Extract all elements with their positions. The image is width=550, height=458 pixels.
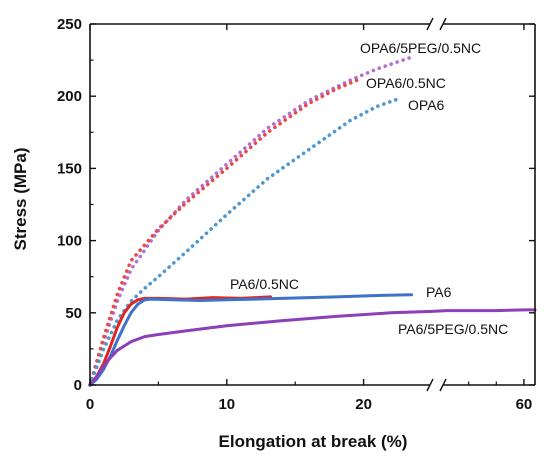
x-axis-title: Elongation at break (%) (219, 432, 408, 451)
series-layer (88, 55, 537, 387)
axes-layer: 0 50 100 150 200 250 0 10 20 60 (57, 16, 536, 413)
series-labels: OPA6/5PEG/0.5NC OPA6/0.5NC OPA6 PA6/0.5NC PA… (230, 40, 508, 337)
series-label-opa6-0-5nc: OPA6/0.5NC (366, 75, 446, 91)
y-tick-label: 200 (57, 88, 82, 105)
x-tick-label: 20 (355, 396, 372, 413)
series-line-opa6-5peg-0-5nc (88, 55, 414, 387)
y-tick-label: 150 (57, 160, 82, 177)
y-tick-label: 0 (74, 377, 82, 394)
frame-break-mark (426, 17, 434, 31)
series-label-pa6-0-5nc: PA6/0.5NC (230, 276, 299, 292)
series-label-opa6: OPA6 (408, 97, 445, 113)
series-label-pa6-5peg-0-5nc: PA6/5PEG/0.5NC (398, 321, 508, 337)
y-axis-title: Stress (MPa) (11, 148, 30, 251)
x-tick-label: 60 (516, 396, 533, 413)
series-line-pa6-0-5nc (88, 295, 273, 387)
series-line-opa6-0-5nc (88, 78, 359, 387)
series-line-pa6-5peg-0-5nc (88, 308, 537, 387)
series-line-opa6 (88, 97, 400, 387)
y-tick-label: 250 (57, 16, 82, 33)
y-tick-label: 50 (65, 305, 82, 322)
y-tick-label: 100 (57, 233, 82, 250)
axis-break-mark (439, 378, 447, 392)
series-label-pa6: PA6 (426, 284, 452, 300)
x-tick-label: 0 (86, 396, 94, 413)
frame-break-mark (439, 17, 447, 31)
x-tick-label: 10 (218, 396, 235, 413)
series-label-opa6-5peg-0-5nc: OPA6/5PEG/0.5NC (360, 40, 481, 56)
axis-break-mark (426, 378, 434, 392)
